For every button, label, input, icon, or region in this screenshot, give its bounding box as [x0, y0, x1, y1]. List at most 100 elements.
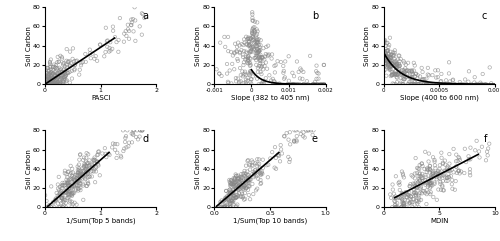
X-axis label: 1/Sum(Top 5 bands): 1/Sum(Top 5 bands)	[66, 218, 136, 224]
Point	[55, 188, 63, 192]
Point	[487, 81, 495, 85]
Point	[76, 179, 84, 182]
Point	[280, 134, 288, 138]
Point	[90, 161, 98, 165]
Point	[80, 171, 88, 175]
Point	[394, 196, 402, 200]
Point	[406, 201, 413, 205]
Point	[76, 152, 84, 156]
Point	[255, 82, 263, 86]
Point	[418, 164, 426, 168]
Point	[244, 179, 252, 182]
Point	[231, 42, 239, 46]
Point	[249, 45, 257, 49]
Point	[424, 73, 432, 76]
Point	[446, 80, 454, 83]
Point	[84, 152, 92, 156]
Point	[62, 201, 70, 205]
Point	[309, 82, 317, 86]
Point	[424, 160, 432, 163]
Point	[48, 82, 56, 86]
Point	[393, 205, 401, 209]
Point	[444, 168, 452, 172]
Text: e: e	[312, 134, 318, 144]
Point	[381, 38, 389, 42]
Point	[76, 172, 84, 175]
Point	[70, 178, 78, 182]
Point	[64, 183, 72, 187]
Point	[47, 67, 55, 71]
Point	[120, 149, 128, 153]
Point	[420, 189, 428, 193]
Point	[138, 128, 146, 132]
Point	[391, 200, 399, 204]
Point	[412, 193, 420, 197]
Point	[125, 141, 133, 145]
Point	[472, 139, 480, 143]
Point	[422, 181, 430, 185]
Point	[60, 70, 68, 74]
Point	[253, 187, 261, 191]
Point	[242, 164, 250, 167]
Point	[242, 78, 250, 81]
Point	[53, 77, 61, 81]
Point	[270, 166, 278, 170]
Point	[223, 194, 231, 198]
Point	[414, 73, 422, 77]
Point	[256, 64, 264, 68]
Point	[264, 44, 272, 48]
Point	[59, 205, 67, 209]
Point	[398, 170, 406, 174]
Point	[430, 82, 438, 86]
Point	[258, 172, 266, 176]
Point	[399, 77, 407, 80]
Point	[242, 82, 250, 86]
Point	[400, 175, 408, 179]
Point	[121, 140, 129, 144]
Point	[241, 72, 249, 76]
Point	[396, 188, 404, 192]
Point	[224, 198, 232, 202]
Point	[222, 197, 230, 201]
Point	[41, 82, 49, 86]
Point	[246, 178, 254, 181]
Point	[404, 82, 412, 86]
Point	[262, 61, 270, 65]
Point	[79, 158, 87, 162]
Point	[233, 45, 241, 49]
Point	[228, 192, 236, 195]
Point	[416, 81, 424, 85]
Point	[70, 191, 78, 195]
Point	[109, 25, 117, 29]
Point	[84, 182, 92, 186]
Point	[50, 78, 58, 81]
Point	[56, 192, 64, 195]
Point	[250, 47, 258, 51]
Point	[92, 169, 100, 173]
Point	[434, 169, 442, 173]
Point	[84, 161, 92, 165]
Point	[249, 38, 257, 42]
Point	[223, 205, 231, 209]
Point	[254, 51, 262, 55]
Point	[239, 187, 247, 191]
Point	[256, 166, 264, 169]
Point	[382, 41, 390, 45]
Point	[430, 82, 438, 86]
Point	[398, 73, 406, 77]
Point	[224, 197, 232, 201]
Point	[62, 78, 70, 81]
Point	[396, 183, 404, 187]
Point	[249, 74, 257, 78]
Point	[390, 192, 398, 196]
Point	[220, 35, 228, 39]
Point	[45, 82, 53, 86]
Point	[242, 73, 250, 77]
Point	[232, 195, 240, 199]
Point	[284, 54, 292, 58]
Point	[264, 54, 272, 58]
Point	[84, 175, 92, 179]
Point	[52, 66, 60, 69]
Point	[436, 174, 444, 178]
Point	[418, 161, 426, 165]
